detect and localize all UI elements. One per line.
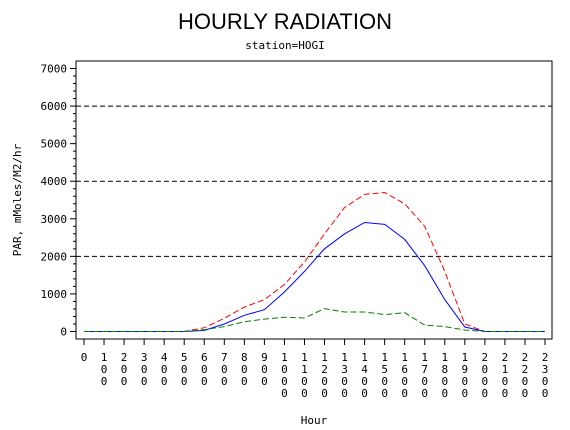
y-tick-label: 0: [60, 325, 67, 338]
chart-title: HOURLY RADIATION: [178, 9, 392, 34]
y-tick-label: 7000: [41, 63, 68, 76]
series-line-3: [84, 308, 545, 332]
y-tick-label: 6000: [41, 100, 68, 113]
y-tick-label: 5000: [41, 138, 68, 151]
series-line-1: [84, 191, 545, 332]
x-tick-label: 0: [81, 351, 88, 364]
series-line-2: [84, 221, 545, 332]
y-tick-label: 4000: [41, 175, 68, 188]
y-tick-label: 3000: [41, 213, 68, 226]
y-tick-label: 2000: [41, 250, 68, 263]
plot-area: 0 1000 2000 3000 4000 5000 6000 7000 0 1 0 0 2 0 0 3 0 0 4…: [41, 60, 553, 400]
y-tick-label: 1000: [41, 288, 68, 301]
plot-frame: [75, 60, 553, 340]
x-axis-label: Hour: [301, 414, 328, 427]
y-axis-label: PAR, mMoles/M2/hr: [11, 143, 24, 256]
chart-subtitle: station=HOGI: [245, 39, 324, 52]
